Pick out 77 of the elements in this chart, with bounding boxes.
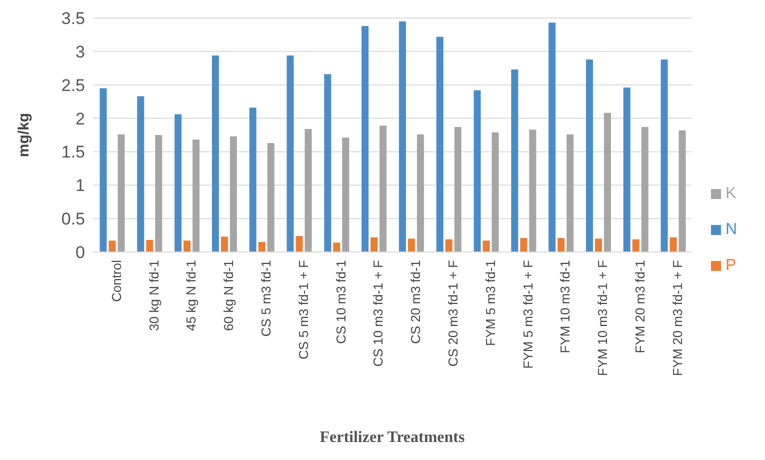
bar <box>474 90 481 252</box>
y-tick-label: 2 <box>76 109 85 128</box>
x-tick-label: FYM 10 m3 fd-1 + F <box>595 260 610 376</box>
bar <box>398 21 406 252</box>
bar <box>267 143 274 252</box>
x-tick-label: CS 10 m3 fd-1 + F <box>370 260 386 367</box>
bar <box>286 55 294 252</box>
bar <box>408 238 415 252</box>
bar <box>678 130 686 252</box>
bar <box>370 237 378 252</box>
y-tick-label: 2.5 <box>61 76 85 95</box>
bar <box>296 236 303 252</box>
bar <box>380 126 387 252</box>
bar <box>220 236 228 252</box>
bar <box>258 242 266 252</box>
bar <box>184 240 191 252</box>
x-tick-label: CS 5 m3 fd-1 <box>258 260 274 337</box>
bar <box>566 134 574 252</box>
bar <box>342 138 350 252</box>
y-tick-label: 0 <box>76 243 85 262</box>
y-tick-label: 1 <box>76 176 85 196</box>
bar <box>108 240 116 252</box>
x-tick-label: CS 10 m3 fd-1 <box>333 260 348 344</box>
bar <box>304 128 312 252</box>
bar <box>436 36 444 252</box>
bar <box>604 112 611 252</box>
bar <box>146 240 154 252</box>
bar <box>230 136 237 252</box>
bar <box>594 238 602 252</box>
bar <box>454 126 462 252</box>
bar <box>511 69 518 252</box>
bar <box>492 132 499 252</box>
y-tick-label: 3.5 <box>61 9 85 28</box>
x-tick-label: FYM 10 m3 fd-1 <box>558 260 573 354</box>
x-tick-label: 45 kg N fd-1 <box>184 260 199 331</box>
x-tick-label: 60 kg N fd-1 <box>221 260 236 331</box>
legend-label: N <box>725 221 737 238</box>
bar <box>623 88 630 252</box>
bar <box>137 96 144 252</box>
bar <box>416 134 424 252</box>
y-axis-title: mg/kg <box>15 112 32 158</box>
x-tick-label: FYM 20 m3 fd-1 + F <box>670 260 685 376</box>
y-tick-label: 3 <box>76 42 85 62</box>
x-tick-label: FYM 5 m3 fd-1 + F <box>520 260 536 369</box>
bar <box>529 130 536 252</box>
bar <box>660 59 668 252</box>
bar <box>192 140 200 252</box>
x-tick-label: CS 20 m3 fd-1 + F <box>446 260 461 367</box>
bar <box>641 126 648 252</box>
legend-label: K <box>725 185 736 202</box>
x-tick-label: Control <box>108 260 124 302</box>
x-tick-label: FYM 5 m3 fd-1 <box>482 260 498 346</box>
bar <box>586 59 593 252</box>
y-tick-label: 1.5 <box>61 142 85 162</box>
bar <box>548 22 556 252</box>
bar <box>670 237 677 252</box>
bar <box>632 239 640 252</box>
bar <box>445 239 452 252</box>
x-tick-label: 30 kg N fd-1 <box>146 260 162 331</box>
x-tick-label: CS 5 m3 fd-1 + F <box>296 260 311 360</box>
bar <box>155 135 162 252</box>
y-tick-label: 0.5 <box>61 210 85 229</box>
bar <box>174 114 182 252</box>
bar <box>249 108 256 252</box>
bar <box>482 240 490 252</box>
bar <box>118 134 125 252</box>
bar <box>558 238 565 252</box>
legend-label: P <box>725 257 736 274</box>
x-tick-label: FYM 20 m3 fd-1 <box>632 260 648 354</box>
bar <box>333 242 340 252</box>
x-tick-label: CS 20 m3 fd-1 <box>408 260 424 344</box>
bar <box>212 55 219 252</box>
bar <box>324 74 332 252</box>
bar <box>100 88 107 252</box>
bar <box>520 238 528 252</box>
bar <box>362 26 369 252</box>
x-axis-title: Fertilizer Treatments <box>320 429 465 446</box>
